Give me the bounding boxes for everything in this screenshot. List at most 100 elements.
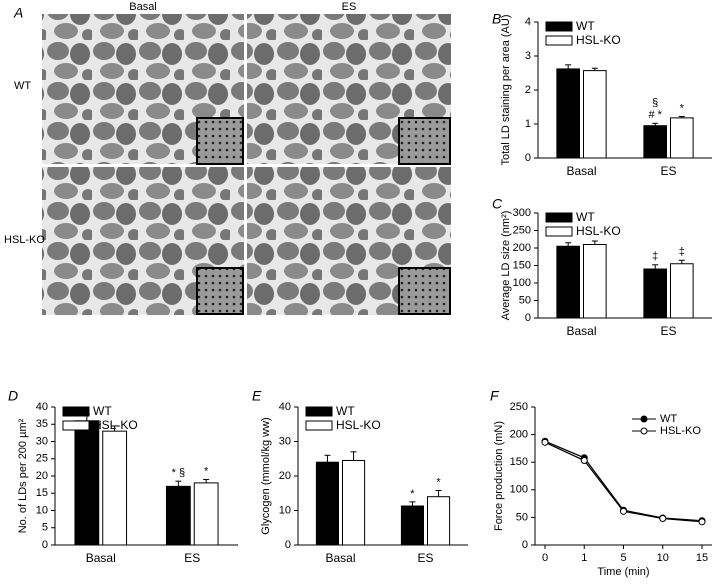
y-tick-label: 200: [510, 429, 528, 441]
annotation: *: [680, 102, 685, 114]
y-tick-label: 30: [36, 435, 48, 447]
annotation: *: [410, 488, 415, 500]
y-tick-label: 4: [525, 16, 531, 28]
y-tick-label: 2: [525, 84, 531, 96]
column-label: ES: [342, 1, 357, 13]
y-tick-label: 0: [285, 539, 291, 551]
legend-label: HSL-KO: [576, 33, 621, 47]
legend-swatch: [545, 226, 573, 237]
y-tick-label: 40: [279, 401, 291, 413]
legend-swatch: [62, 420, 90, 431]
bar: [102, 430, 128, 546]
y-tick-label: 20: [36, 470, 48, 482]
x-tick-label: 10: [657, 552, 669, 564]
annotation: ‡: [679, 246, 685, 258]
annotation: *: [436, 476, 441, 488]
y-tick-label: 0: [42, 539, 48, 551]
y-axis-label: Total LD staining per area (AU): [500, 14, 512, 165]
bar: [165, 485, 191, 546]
bar: [400, 505, 424, 546]
x-axis-label: Time (min): [597, 566, 649, 578]
marker: [541, 438, 549, 446]
y-tick-label: 50: [516, 511, 528, 523]
y-tick-label: 150: [510, 456, 528, 468]
marker: [580, 457, 588, 465]
y-tick-label: 200: [513, 242, 531, 254]
y-axis-label: Average LD size (nm²): [500, 211, 512, 321]
y-tick-label: 10: [279, 504, 291, 516]
legend-swatch: [305, 406, 333, 417]
annotation: * §: [172, 467, 185, 479]
y-tick-label: 0: [522, 539, 528, 551]
bar: [556, 245, 581, 319]
legend-label: WT: [93, 404, 112, 418]
x-tick-label: ES: [660, 324, 676, 338]
legend-label: HSL-KO: [660, 425, 701, 437]
bar: [643, 125, 668, 159]
y-tick-label: 10: [36, 504, 48, 516]
x-tick-label: Basal: [325, 551, 355, 565]
legend-label: HSL-KO: [576, 224, 621, 238]
x-tick-label: ES: [184, 551, 200, 565]
y-tick-label: 3: [525, 50, 531, 62]
legend-swatch: [545, 212, 573, 223]
bar: [342, 459, 366, 546]
panel-label: F: [490, 388, 500, 404]
x-tick-label: 5: [620, 552, 626, 564]
legend-label: WT: [336, 404, 355, 418]
row-label: WT: [14, 80, 31, 92]
micrographs: [42, 14, 451, 315]
panel-label: E: [252, 388, 262, 404]
y-tick-label: 30: [279, 435, 291, 447]
y-tick-label: 100: [513, 277, 531, 289]
y-tick-label: 25: [36, 453, 48, 465]
legend-marker: [640, 415, 648, 423]
y-tick-label: 150: [513, 259, 531, 271]
y-tick-label: 250: [510, 401, 528, 413]
y-tick-label: 0: [525, 152, 531, 164]
annotation: §: [652, 97, 658, 109]
y-axis-label: Force production (mN): [493, 421, 505, 531]
panel-label: B: [492, 11, 501, 27]
marker: [698, 518, 706, 526]
x-tick-label: 0: [542, 552, 548, 564]
x-tick-label: Basal: [86, 551, 116, 565]
y-tick-label: 40: [36, 401, 48, 413]
bar: [74, 420, 100, 546]
column-label: Basal: [129, 1, 157, 13]
y-tick-label: 15: [36, 487, 48, 499]
y-tick-label: 250: [513, 224, 531, 236]
x-tick-label: Basal: [566, 164, 596, 178]
y-tick-label: 1: [525, 118, 531, 130]
y-tick-label: 0: [525, 312, 531, 324]
legend-label: HSL-KO: [93, 418, 138, 432]
bar: [643, 268, 668, 319]
legend-swatch: [545, 35, 573, 46]
x-tick-label: ES: [660, 164, 676, 178]
y-tick-label: 5: [42, 522, 48, 534]
legend-label: WT: [576, 19, 595, 33]
bar: [193, 482, 219, 546]
bar: [583, 244, 607, 319]
annotation: *: [204, 465, 209, 477]
legend-swatch: [62, 406, 90, 417]
row-label: HSL-KO: [4, 234, 45, 246]
marker: [659, 515, 667, 523]
bar: [583, 70, 607, 159]
legend-label: HSL-KO: [336, 418, 381, 432]
bar: [670, 117, 694, 159]
annotation: # *: [648, 109, 662, 121]
marker: [620, 507, 627, 515]
x-tick-label: Basal: [566, 324, 596, 338]
x-tick-label: 1: [581, 552, 587, 564]
bar: [315, 461, 339, 546]
y-tick-label: 100: [510, 484, 528, 496]
panel-label: C: [492, 196, 503, 212]
y-tick-label: 35: [36, 418, 48, 430]
y-axis-label: Glycogen (mmol/kg ww): [260, 417, 272, 534]
legend-label: WT: [576, 210, 595, 224]
annotation: ‡: [652, 251, 658, 263]
legend-swatch: [305, 420, 333, 431]
bar: [556, 68, 581, 159]
x-tick-label: ES: [417, 551, 433, 565]
